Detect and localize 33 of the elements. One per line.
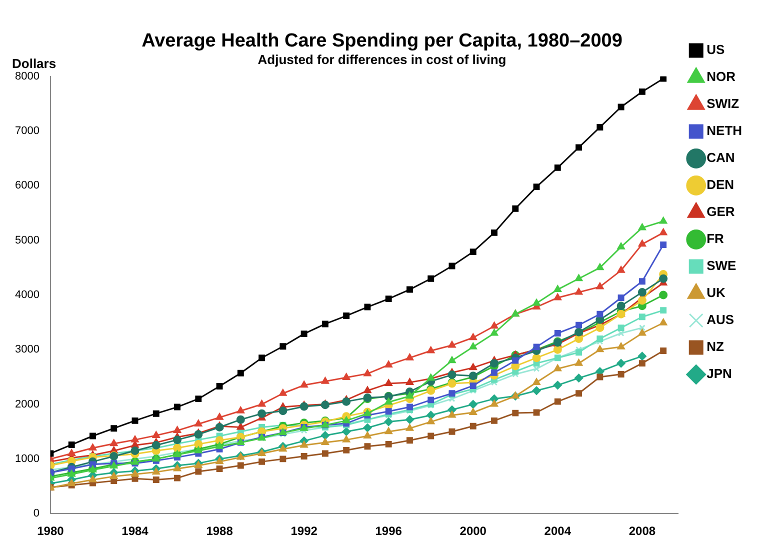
legend-label: JPN <box>706 366 732 382</box>
legend-label: DEN <box>706 177 734 192</box>
y-tick-label: 0 <box>33 508 40 520</box>
legend-label: US <box>706 42 725 58</box>
chart-title: Average Health Care Spending per Capita, 1980–2009 <box>142 30 622 52</box>
y-tick-label: 6000 <box>14 180 40 192</box>
x-tick-label: 2008 <box>628 524 656 538</box>
legend-label: NZ <box>706 339 724 354</box>
chart-subtitle: Adjusted for differences in cost of living <box>258 52 506 68</box>
legend-label: SWE <box>706 258 737 274</box>
legend-label: GER <box>706 204 736 220</box>
legend-label: FR <box>706 231 725 246</box>
legend-label: CAN <box>706 150 735 166</box>
y-axis-title: Dollars <box>12 56 56 71</box>
legend-label: SWIZ <box>706 96 740 112</box>
x-tick-label: 1984 <box>122 524 149 538</box>
x-tick-label: 1988 <box>206 524 234 538</box>
x-tick-label: 2000 <box>460 524 487 538</box>
x-tick-label: 1992 <box>290 524 318 538</box>
y-tick-label: 4000 <box>14 289 40 302</box>
y-tick-label: 8000 <box>14 70 40 82</box>
y-tick-label: 5000 <box>14 234 40 246</box>
y-tick-label: 1000 <box>14 452 40 465</box>
x-tick-label: 2004 <box>544 524 572 538</box>
y-tick-label: 7000 <box>14 125 40 138</box>
y-tick-label: 2000 <box>14 398 40 410</box>
legend-label: NETH <box>706 123 742 138</box>
legend-label: AUS <box>706 312 734 328</box>
legend-label: NOR <box>706 69 736 84</box>
y-tick-label: 3000 <box>14 344 40 356</box>
legend-label: UK <box>706 285 726 300</box>
x-tick-label: 1996 <box>375 524 402 538</box>
x-tick-label: 1980 <box>37 524 64 538</box>
